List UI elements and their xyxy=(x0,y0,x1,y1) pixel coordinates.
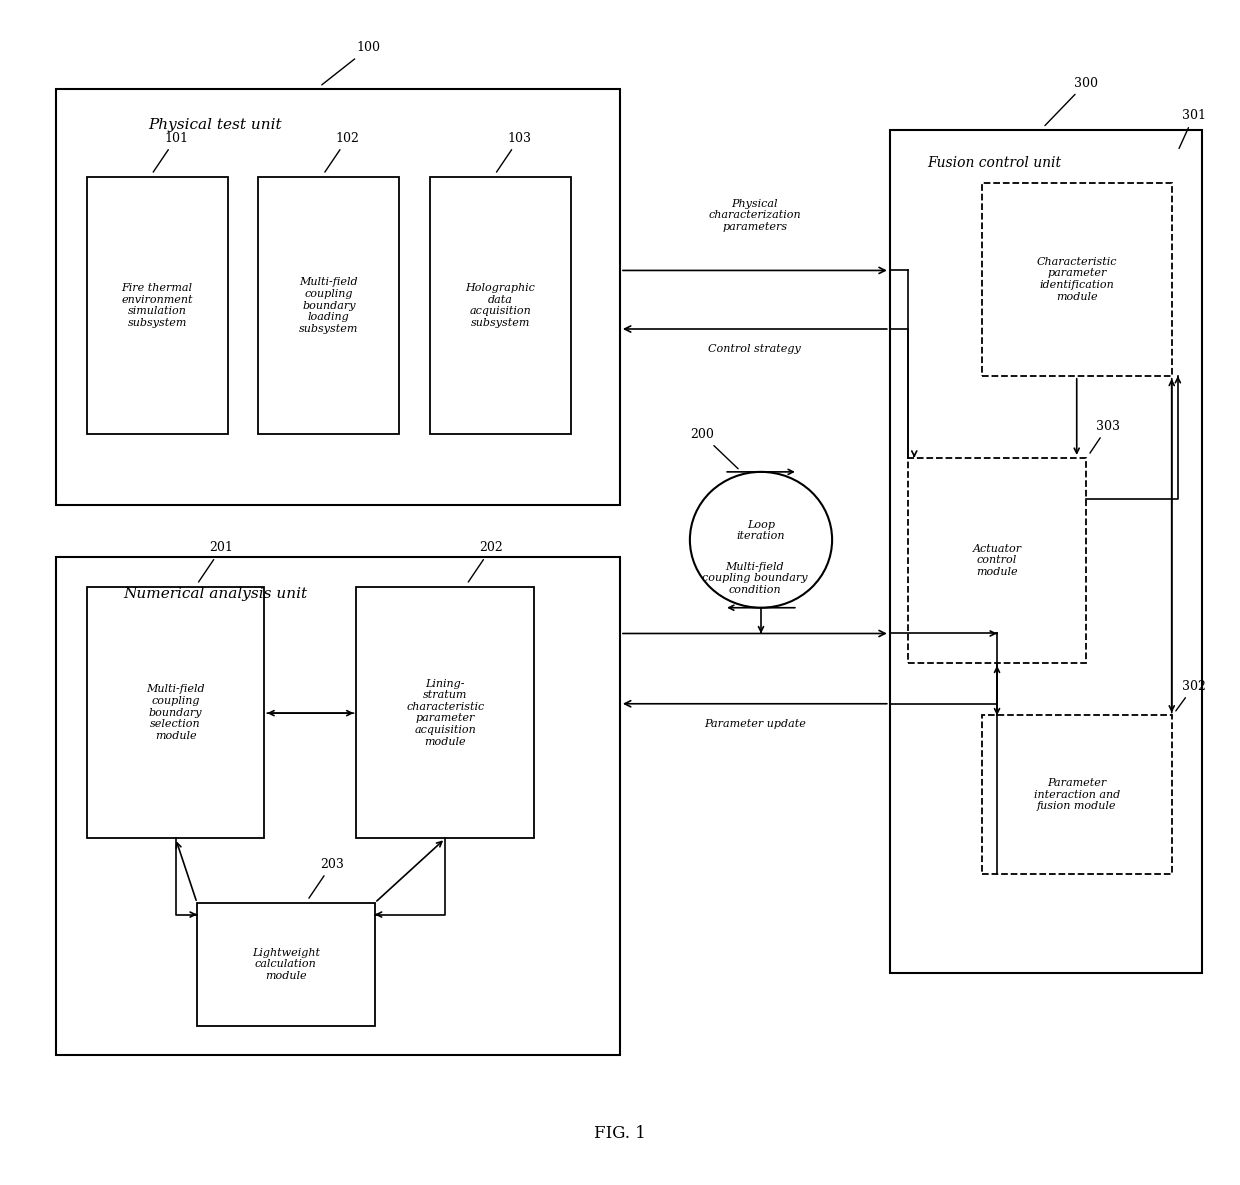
Text: FIG. 1: FIG. 1 xyxy=(594,1125,646,1142)
Bar xyxy=(197,903,374,1026)
Text: 303: 303 xyxy=(1090,419,1120,453)
Bar xyxy=(982,182,1172,376)
Text: 203: 203 xyxy=(309,858,343,898)
Text: 200: 200 xyxy=(691,428,738,469)
Text: 102: 102 xyxy=(325,132,360,172)
Text: 300: 300 xyxy=(1045,77,1097,126)
Text: Lightweight
calculation
module: Lightweight calculation module xyxy=(252,948,320,981)
Text: 302: 302 xyxy=(1176,680,1205,711)
Text: 201: 201 xyxy=(198,542,233,582)
Text: Lining-
stratum
characteristic
parameter
acquisition
module: Lining- stratum characteristic parameter… xyxy=(407,679,485,747)
Bar xyxy=(356,587,534,839)
Bar xyxy=(56,89,620,505)
Text: Holographic
data
acquisition
subsystem: Holographic data acquisition subsystem xyxy=(465,283,536,328)
Text: 101: 101 xyxy=(154,132,188,172)
Text: Multi-field
coupling
boundary
loading
subsystem: Multi-field coupling boundary loading su… xyxy=(299,277,358,334)
Bar xyxy=(430,177,570,435)
Text: Physical
characterization
parameters: Physical characterization parameters xyxy=(708,199,801,232)
Bar xyxy=(258,177,399,435)
Text: 301: 301 xyxy=(1179,109,1205,148)
Bar xyxy=(982,716,1172,873)
Bar xyxy=(87,587,264,839)
Bar xyxy=(87,177,228,435)
Text: Characteristic
parameter
identification
module: Characteristic parameter identification … xyxy=(1037,257,1117,302)
Text: 202: 202 xyxy=(469,542,503,582)
Text: Parameter
interaction and
fusion module: Parameter interaction and fusion module xyxy=(1034,777,1120,811)
Text: Control strategy: Control strategy xyxy=(708,344,801,354)
Text: Multi-field
coupling boundary
condition: Multi-field coupling boundary condition xyxy=(702,562,807,595)
Bar xyxy=(56,557,620,1055)
Text: 103: 103 xyxy=(496,132,532,172)
Text: Loop
iteration: Loop iteration xyxy=(737,520,785,542)
Text: Fire thermal
environment
simulation
subsystem: Fire thermal environment simulation subs… xyxy=(122,283,193,328)
Text: Physical test unit: Physical test unit xyxy=(149,118,283,133)
Text: Actuator
control
module: Actuator control module xyxy=(972,544,1022,577)
Text: 100: 100 xyxy=(322,41,381,85)
Text: Fusion control unit: Fusion control unit xyxy=(928,155,1061,169)
Text: Multi-field
coupling
boundary
selection
module: Multi-field coupling boundary selection … xyxy=(146,685,205,741)
Bar xyxy=(890,130,1203,973)
Text: Parameter update: Parameter update xyxy=(704,719,806,729)
Bar xyxy=(908,457,1086,662)
Text: Numerical analysis unit: Numerical analysis unit xyxy=(123,587,308,601)
